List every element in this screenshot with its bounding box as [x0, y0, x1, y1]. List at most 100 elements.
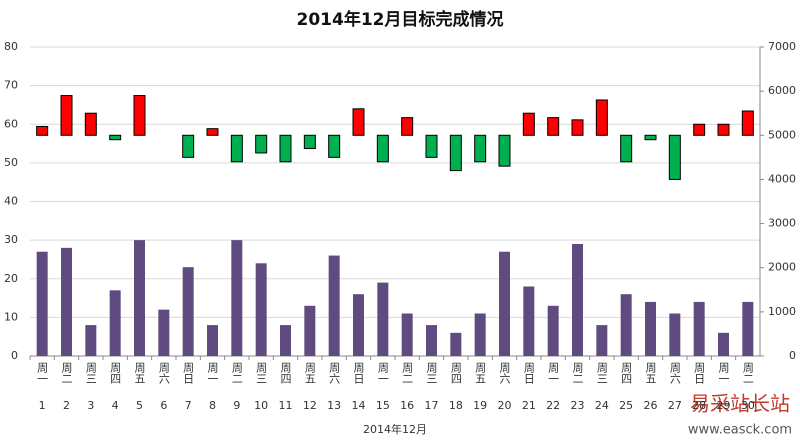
x-tick-label: 16 — [400, 399, 414, 412]
bar — [61, 247, 72, 356]
bar — [182, 267, 194, 356]
float-bar — [571, 119, 584, 136]
x-tick-label: 27 — [668, 399, 682, 412]
float-bar — [352, 108, 365, 136]
x-tick-label: 22 — [546, 399, 560, 412]
float-bar — [60, 95, 73, 136]
x-weekday-label: 周三 — [595, 362, 608, 384]
x-weekday-label: 周六 — [328, 362, 341, 384]
watermark: www.easck.com — [688, 423, 792, 438]
bar — [523, 286, 535, 356]
float-bar — [644, 134, 657, 141]
x-tick-label: 29 — [717, 399, 731, 412]
watermark: 易采站长站 — [690, 392, 790, 416]
float-bar — [279, 134, 292, 163]
bar — [426, 325, 437, 356]
x-tick-label: 7 — [185, 399, 192, 412]
y-tick-label: 0 — [11, 349, 18, 362]
x-tick-label: 14 — [352, 399, 366, 412]
bar — [620, 294, 632, 356]
bar — [450, 332, 462, 356]
x-tick-label: 6 — [160, 399, 167, 412]
chart-title: 2014年12月目标完成情况 — [297, 9, 504, 30]
bar — [109, 290, 121, 356]
float-bar — [449, 134, 462, 172]
bar — [693, 301, 705, 356]
x-weekday-label: 周一 — [376, 362, 389, 384]
y2-tick-label: 3000 — [768, 217, 796, 230]
x-weekday-label: 周二 — [401, 362, 414, 384]
float-bar — [303, 134, 316, 150]
x-weekday-label: 周一 — [206, 362, 219, 384]
x-weekday-label: 周四 — [620, 362, 633, 384]
x-weekday-label: 周四 — [109, 362, 122, 384]
float-bar — [255, 134, 268, 154]
x-tick-label: 17 — [425, 399, 439, 412]
bar — [158, 309, 170, 356]
bar — [596, 325, 608, 356]
x-weekday-label: 周一 — [36, 362, 49, 384]
bar — [499, 251, 510, 356]
x-weekday-label: 周五 — [133, 362, 146, 384]
float-bar — [693, 123, 706, 136]
float-bar — [84, 112, 97, 136]
float-bar — [36, 125, 49, 136]
x-tick-label: 18 — [449, 399, 463, 412]
x-tick-label: 30 — [741, 399, 755, 412]
y2-tick-label: 7000 — [768, 40, 796, 53]
float-bar — [620, 134, 633, 163]
y-tick-label: 40 — [4, 195, 18, 208]
x-tick-label: 15 — [376, 399, 390, 412]
x-tick-label: 5 — [136, 399, 143, 412]
bar — [718, 332, 729, 356]
x-weekday-label: 周日 — [182, 362, 195, 384]
float-bar — [230, 134, 243, 163]
y2-tick-label: 4000 — [768, 172, 796, 185]
x-weekday-label: 周三 — [425, 362, 438, 384]
bar — [85, 325, 97, 356]
y-tick-label: 50 — [4, 156, 18, 169]
float-bar — [717, 123, 730, 136]
x-weekday-label: 周二 — [230, 362, 243, 384]
x-tick-label: 24 — [595, 399, 609, 412]
bar — [328, 255, 340, 356]
bar — [36, 251, 48, 356]
y2-tick-label: 5000 — [768, 128, 796, 141]
x-weekday-label: 周日 — [693, 362, 706, 384]
x-tick-label: 10 — [254, 399, 268, 412]
float-bar — [376, 134, 389, 163]
x-weekday-label: 周五 — [644, 362, 657, 384]
x-weekday-label: 周四 — [279, 362, 292, 384]
float-bar — [474, 134, 487, 163]
x-weekday-label: 周三 — [255, 362, 268, 384]
bar — [353, 294, 364, 356]
float-bar — [668, 134, 681, 180]
bar — [207, 325, 218, 356]
x-axis-label: 2014年12月 — [363, 422, 427, 436]
x-tick-label: 20 — [498, 399, 512, 412]
float-bar — [595, 99, 608, 136]
float-bar — [206, 128, 219, 136]
float-bar — [425, 134, 438, 158]
y-tick-label: 60 — [4, 117, 18, 130]
float-bar — [741, 110, 754, 136]
y2-tick-label: 1000 — [768, 305, 796, 318]
x-weekday-label: 周五 — [303, 362, 316, 384]
bar — [474, 313, 486, 356]
bar — [742, 301, 754, 356]
y-tick-label: 20 — [4, 272, 18, 285]
x-weekday-label: 周二 — [571, 362, 584, 384]
float-bar — [328, 134, 341, 158]
y-tick-label: 10 — [4, 310, 18, 323]
x-tick-label: 3 — [87, 399, 94, 412]
x-weekday-label: 周一 — [717, 362, 730, 384]
x-tick-label: 4 — [112, 399, 119, 412]
bar — [401, 313, 413, 356]
y2-tick-label: 6000 — [768, 84, 796, 97]
float-bar — [522, 112, 535, 136]
x-tick-label: 11 — [279, 399, 293, 412]
x-tick-label: 8 — [209, 399, 216, 412]
x-tick-label: 19 — [473, 399, 487, 412]
y2-tick-label: 0 — [789, 349, 796, 362]
